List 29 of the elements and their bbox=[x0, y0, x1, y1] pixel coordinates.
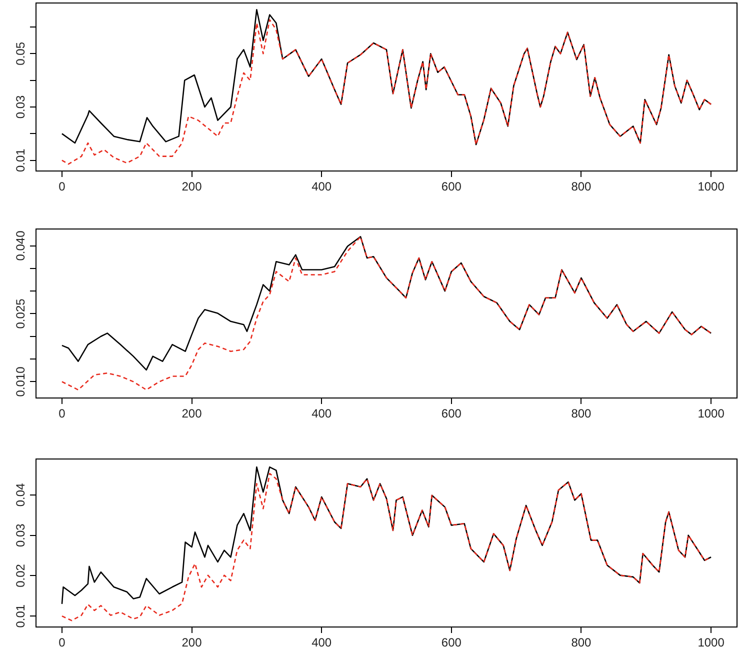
y-tick-label: 0.025 bbox=[13, 298, 28, 329]
x-tick-label: 400 bbox=[312, 406, 332, 421]
x-tick-label: 800 bbox=[571, 636, 592, 650]
x-tick-label: 1000 bbox=[698, 180, 725, 194]
x-tick-label: 800 bbox=[571, 180, 592, 194]
x-tick-label: 200 bbox=[182, 406, 202, 421]
line-series bbox=[61, 19, 712, 165]
y-tick-label: 0.05 bbox=[13, 42, 28, 66]
x-tick-label: 800 bbox=[571, 406, 592, 421]
x-tick-label: 400 bbox=[312, 636, 332, 650]
x-tick-label: 600 bbox=[441, 636, 462, 650]
x-tick-label: 1000 bbox=[698, 406, 725, 421]
y-tick-label: 0.04 bbox=[13, 482, 28, 507]
y-tick-label: 0.03 bbox=[13, 95, 28, 119]
y-tick-label: 0.02 bbox=[13, 564, 28, 588]
x-tick-label: 200 bbox=[182, 636, 202, 650]
y-tick-label: 0.01 bbox=[13, 604, 28, 628]
y-tick-label: 0.03 bbox=[13, 523, 28, 548]
x-tick-label: 0 bbox=[58, 180, 66, 194]
y-tick-label: 0.040 bbox=[13, 230, 28, 261]
x-tick-label: 0 bbox=[58, 636, 66, 650]
x-tick-label: 200 bbox=[182, 180, 202, 194]
x-tick-label: 0 bbox=[58, 406, 66, 421]
x-tick-label: 600 bbox=[441, 406, 462, 421]
x-tick-label: 400 bbox=[312, 180, 332, 194]
y-tick-label: 0.01 bbox=[13, 148, 28, 172]
y-tick-label: 0.010 bbox=[13, 366, 28, 397]
x-tick-label: 1000 bbox=[698, 636, 725, 650]
x-tick-label: 600 bbox=[441, 180, 462, 194]
